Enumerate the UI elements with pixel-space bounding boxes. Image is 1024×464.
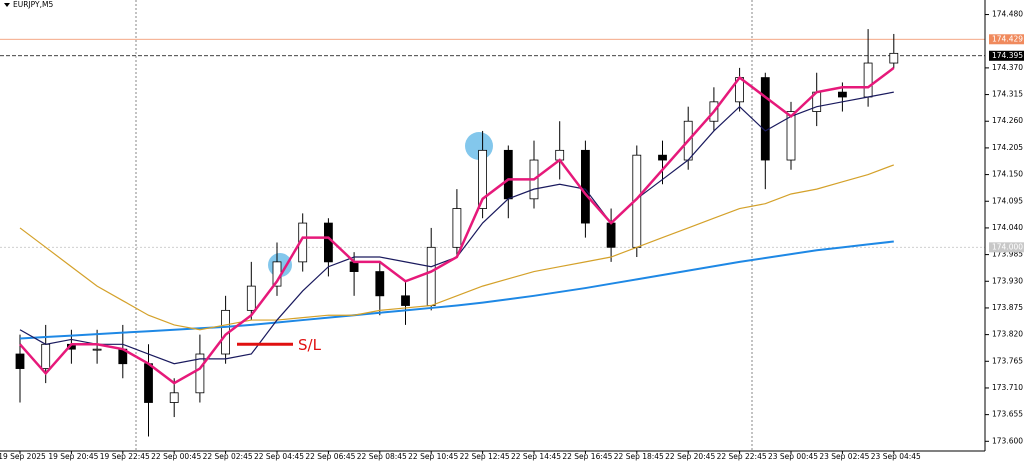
candle-body xyxy=(349,261,359,272)
price-label-box xyxy=(989,34,1024,45)
y-tick-label: 173.655 xyxy=(992,410,1023,419)
moving-average xyxy=(19,164,895,331)
plot-area xyxy=(0,29,985,437)
candle-body xyxy=(760,77,770,161)
candle-body xyxy=(581,149,590,224)
candle-body xyxy=(478,149,488,209)
candle-body xyxy=(195,353,205,394)
y-tick-label: 174.205 xyxy=(992,143,1023,152)
x-tick-label: 23 Sep 02:45 xyxy=(819,452,869,461)
candle-body xyxy=(452,208,462,248)
y-tick-label: 174.260 xyxy=(992,116,1023,125)
candle-body xyxy=(786,111,796,161)
y-tick-label: 174.370 xyxy=(992,63,1023,72)
candle-body xyxy=(323,222,333,263)
price-label: 174.000 xyxy=(992,242,1023,251)
y-tick-label: 173.820 xyxy=(992,330,1023,339)
x-tick-label: 22 Sep 20:45 xyxy=(665,452,715,461)
price-label-box xyxy=(989,50,1024,61)
y-tick-label: 173.930 xyxy=(992,276,1023,285)
x-tick-label: 23 Sep 04:45 xyxy=(871,452,921,461)
y-tick-label: 173.875 xyxy=(992,303,1023,312)
candle-body xyxy=(144,363,153,403)
candle-body xyxy=(503,149,513,200)
x-tick-label: 23 Sep 00:45 xyxy=(768,452,818,461)
x-tick-label: 22 Sep 22:45 xyxy=(717,452,767,461)
x-tick-label: 19 Sep 2025 xyxy=(0,452,46,461)
x-tick-label: 22 Sep 04:45 xyxy=(254,452,304,461)
y-tick-label: 174.480 xyxy=(992,10,1023,19)
stop-loss-label: S/L xyxy=(298,336,322,354)
x-tick-label: 19 Sep 22:45 xyxy=(100,452,150,461)
candle-body xyxy=(375,271,385,297)
candle-body xyxy=(401,295,410,306)
y-tick-label: 174.040 xyxy=(992,223,1023,232)
x-tick-label: 22 Sep 14:45 xyxy=(511,452,561,461)
candle-body xyxy=(41,343,51,369)
candle-body xyxy=(606,222,616,248)
x-tick-label: 22 Sep 10:45 xyxy=(408,452,458,461)
symbol-menu-icon[interactable] xyxy=(4,3,10,7)
price-label: 174.429 xyxy=(992,34,1023,43)
x-tick-label: 22 Sep 16:45 xyxy=(562,452,612,461)
candle-body xyxy=(15,353,25,369)
y-tick-label: 174.095 xyxy=(992,196,1023,205)
x-tick-label: 22 Sep 12:45 xyxy=(460,452,510,461)
y-tick-label: 174.150 xyxy=(992,170,1023,179)
y-tick-label: 173.765 xyxy=(992,356,1023,365)
price-label-box xyxy=(989,242,1024,253)
candle-body xyxy=(838,91,847,98)
moving-average xyxy=(19,240,894,340)
x-tick-label: 22 Sep 02:45 xyxy=(203,452,253,461)
x-tick-label: 22 Sep 08:45 xyxy=(357,452,407,461)
candle-body xyxy=(658,154,667,161)
price-label: 174.395 xyxy=(992,51,1023,60)
candle-body xyxy=(169,392,179,403)
y-tick-label: 174.315 xyxy=(992,90,1023,99)
candle-body xyxy=(889,52,899,64)
moving-average xyxy=(19,66,895,385)
x-tick-label: 19 Sep 20:45 xyxy=(48,452,98,461)
candle-body xyxy=(426,246,436,306)
x-tick-label: 22 Sep 00:45 xyxy=(151,452,201,461)
chart-title: EURJPY,M5 xyxy=(13,0,53,9)
x-tick-label: 22 Sep 18:45 xyxy=(614,452,664,461)
candle-body xyxy=(92,348,102,351)
x-tick-label: 22 Sep 06:45 xyxy=(305,452,355,461)
y-tick-label: 173.600 xyxy=(992,436,1023,445)
candle-body xyxy=(246,285,256,311)
y-tick-label: 173.710 xyxy=(992,383,1023,392)
candle-body xyxy=(863,62,873,98)
y-tick-label: 173.985 xyxy=(992,250,1023,259)
